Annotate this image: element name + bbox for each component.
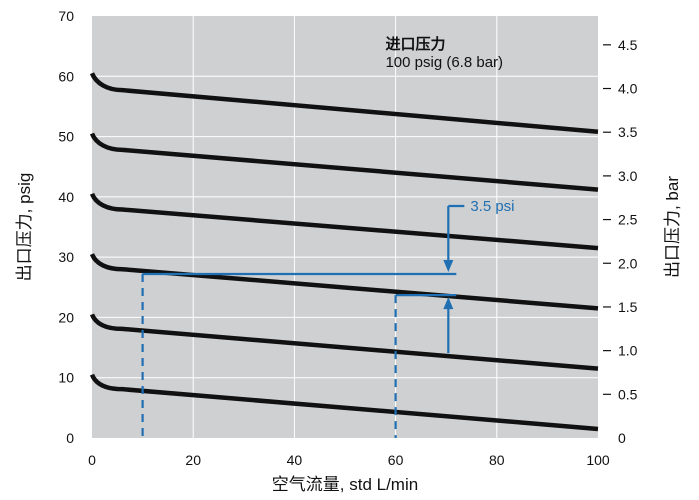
x-axis-title: 空气流量, std L/min <box>272 475 418 494</box>
inlet-pressure-value: 100 psig (6.8 bar) <box>385 54 503 71</box>
y2-tick-label: 1.5 <box>618 299 638 315</box>
y2-tick-label: 2.5 <box>618 212 638 228</box>
y-tick-label: 70 <box>58 8 74 24</box>
y2-tick-label: 3.0 <box>618 168 638 184</box>
x-tick-label: 100 <box>586 452 610 468</box>
y-tick-label: 60 <box>58 68 74 84</box>
x-tick-label: 0 <box>88 452 96 468</box>
y-tick-label: 20 <box>58 309 74 325</box>
y2-tick-label: 4.5 <box>618 37 638 53</box>
labels: 进口压力 100 psig (6.8 bar) 3.5 psi 空气流量, st… <box>15 8 682 494</box>
arrow-up-head <box>443 297 454 310</box>
x-tick-label: 20 <box>185 452 201 468</box>
grid-lines <box>92 16 598 438</box>
pressure-drop-label: 3.5 psi <box>470 198 514 215</box>
x-tick-label: 60 <box>388 452 404 468</box>
series-line-2 <box>89 313 599 371</box>
y-tick-label: 0 <box>66 430 74 446</box>
series-line-4 <box>89 192 599 251</box>
series-lines <box>89 72 599 432</box>
y-tick-label: 30 <box>58 249 74 265</box>
y2-tick-label: 4.0 <box>618 81 638 97</box>
arrow-down-head <box>443 260 454 273</box>
axes <box>603 44 611 395</box>
y2-tick-label: 2.0 <box>618 255 638 271</box>
y2-tick-label: 0.5 <box>618 386 638 402</box>
marker-lines <box>141 204 465 438</box>
series-line-3 <box>89 253 599 311</box>
inlet-pressure-title: 进口压力 <box>385 35 445 53</box>
y-tick-label: 50 <box>58 129 74 145</box>
x-tick-label: 80 <box>489 452 505 468</box>
y2-tick-label: 1.0 <box>618 343 638 359</box>
series-line-5 <box>89 132 599 192</box>
y-axis-title: 出口压力, psig <box>15 173 34 282</box>
x-tick-label: 40 <box>287 452 303 468</box>
series-line-6 <box>89 72 599 134</box>
y-tick-label: 40 <box>58 189 74 205</box>
y2-axis-title: 出口压力, bar <box>663 176 682 278</box>
y-tick-label: 10 <box>58 370 74 386</box>
y2-tick-label: 0 <box>618 430 626 446</box>
series-line-1 <box>89 373 599 432</box>
y2-tick-label: 3.5 <box>618 124 638 140</box>
